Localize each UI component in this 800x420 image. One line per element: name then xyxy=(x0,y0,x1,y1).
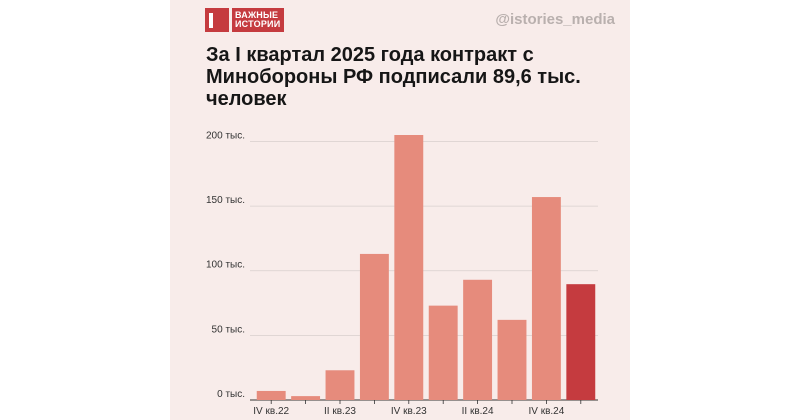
logo-line-2: ИСТОРИИ xyxy=(235,19,281,29)
x-tick-label: II кв.23 xyxy=(324,406,356,417)
logo-line-1: ВАЖНЫЕ xyxy=(235,9,279,20)
bar-5 xyxy=(428,305,458,400)
bar-6 xyxy=(463,279,493,400)
x-tick-label: IV кв.24 xyxy=(528,406,564,417)
y-tick-label: 150 тыс. xyxy=(206,195,245,206)
bar-8 xyxy=(531,197,561,400)
bar-3 xyxy=(359,253,389,400)
logo-mark-icon xyxy=(205,8,229,32)
x-tick-label: IV кв.23 xyxy=(391,406,427,417)
y-tick-label: 100 тыс. xyxy=(206,260,245,271)
bar-7 xyxy=(497,319,527,400)
chart-title: За I квартал 2025 года контракт с Минобо… xyxy=(206,44,581,110)
x-tick-label: II кв.24 xyxy=(462,406,494,417)
bar-0 xyxy=(256,390,286,400)
logo-text: ВАЖНЫЕ ИСТОРИИ xyxy=(232,8,285,32)
bar-4 xyxy=(394,135,424,400)
bar-9 xyxy=(566,284,596,400)
istories-logo: ВАЖНЫЕ ИСТОРИИ xyxy=(205,8,285,32)
social-handle: @istories_media xyxy=(495,11,615,28)
y-tick-label: 200 тыс. xyxy=(206,130,245,141)
bar-2 xyxy=(325,370,355,400)
y-tick-label: 50 тыс. xyxy=(212,324,245,335)
bar-1 xyxy=(291,396,321,400)
x-tick-label: IV кв.22 xyxy=(253,406,289,417)
y-tick-label: 0 тыс. xyxy=(217,389,245,400)
